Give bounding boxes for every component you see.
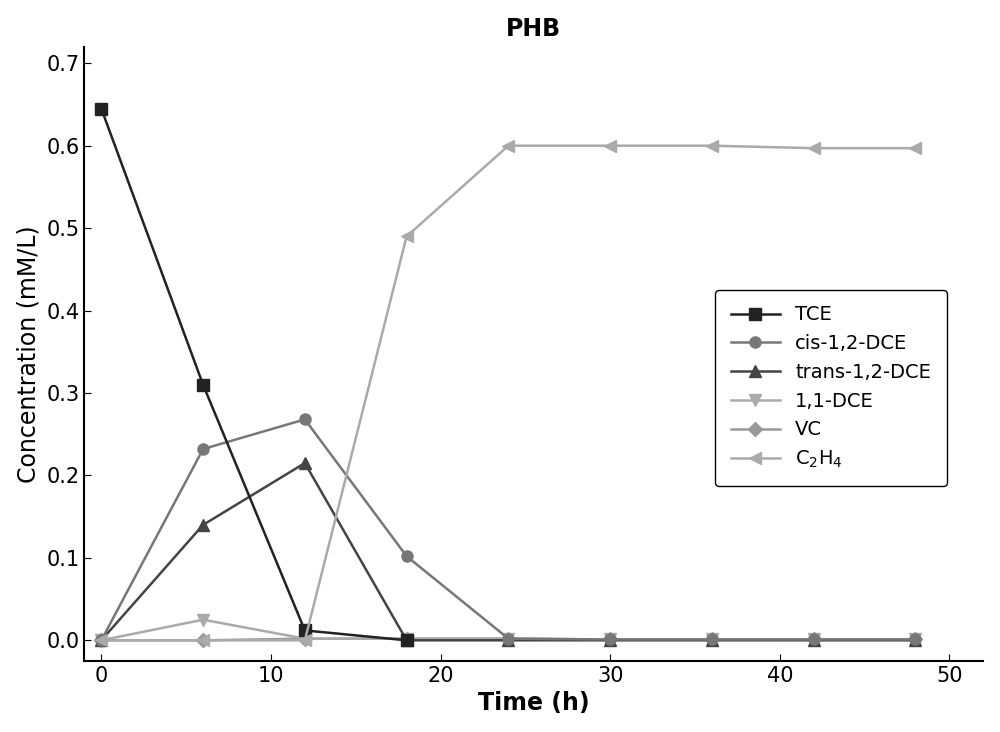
1,1-DCE (909, 635, 921, 644)
C$_2$H$_4$ (706, 141, 718, 150)
C$_2$H$_4$ (604, 141, 616, 150)
1,1-DCE (95, 636, 107, 645)
cis-1,2-DCE (95, 636, 107, 645)
C$_2$H$_4$ (299, 636, 311, 645)
cis-1,2-DCE (502, 634, 514, 643)
trans-1,2-DCE (95, 636, 107, 645)
cis-1,2-DCE (909, 635, 921, 644)
Line: 1,1-DCE: 1,1-DCE (96, 614, 921, 646)
trans-1,2-DCE (197, 520, 209, 529)
C$_2$H$_4$ (401, 232, 413, 241)
trans-1,2-DCE (808, 636, 820, 645)
VC (604, 635, 616, 644)
trans-1,2-DCE (299, 459, 311, 468)
Line: cis-1,2-DCE: cis-1,2-DCE (96, 414, 921, 646)
1,1-DCE (808, 635, 820, 644)
Line: C$_2$H$_4$: C$_2$H$_4$ (96, 140, 921, 646)
trans-1,2-DCE (909, 636, 921, 645)
C$_2$H$_4$ (502, 141, 514, 150)
VC (706, 635, 718, 644)
C$_2$H$_4$ (95, 636, 107, 645)
TCE (95, 104, 107, 113)
1,1-DCE (604, 635, 616, 644)
X-axis label: Time (h): Time (h) (478, 691, 590, 715)
cis-1,2-DCE (706, 635, 718, 644)
trans-1,2-DCE (706, 636, 718, 645)
VC (95, 636, 107, 645)
Line: TCE: TCE (96, 103, 412, 646)
trans-1,2-DCE (502, 636, 514, 645)
cis-1,2-DCE (808, 635, 820, 644)
cis-1,2-DCE (604, 635, 616, 644)
1,1-DCE (197, 616, 209, 624)
Title: PHB: PHB (506, 17, 561, 41)
1,1-DCE (706, 635, 718, 644)
VC (197, 636, 209, 645)
VC (808, 635, 820, 644)
Line: VC: VC (96, 634, 920, 645)
Y-axis label: Concentration (mM/L): Concentration (mM/L) (17, 225, 41, 482)
trans-1,2-DCE (401, 636, 413, 645)
VC (299, 634, 311, 643)
TCE (197, 381, 209, 389)
1,1-DCE (299, 634, 311, 643)
cis-1,2-DCE (197, 444, 209, 453)
cis-1,2-DCE (401, 552, 413, 561)
C$_2$H$_4$ (197, 636, 209, 645)
C$_2$H$_4$ (909, 143, 921, 152)
VC (909, 635, 921, 644)
TCE (401, 636, 413, 645)
Line: trans-1,2-DCE: trans-1,2-DCE (96, 458, 921, 646)
cis-1,2-DCE (299, 415, 311, 424)
VC (401, 634, 413, 643)
1,1-DCE (401, 634, 413, 643)
Legend: TCE, cis-1,2-DCE, trans-1,2-DCE, 1,1-DCE, VC, C$_2$H$_4$: TCE, cis-1,2-DCE, trans-1,2-DCE, 1,1-DCE… (715, 290, 947, 486)
1,1-DCE (502, 634, 514, 643)
C$_2$H$_4$ (808, 143, 820, 152)
trans-1,2-DCE (604, 636, 616, 645)
VC (502, 634, 514, 643)
TCE (299, 626, 311, 635)
